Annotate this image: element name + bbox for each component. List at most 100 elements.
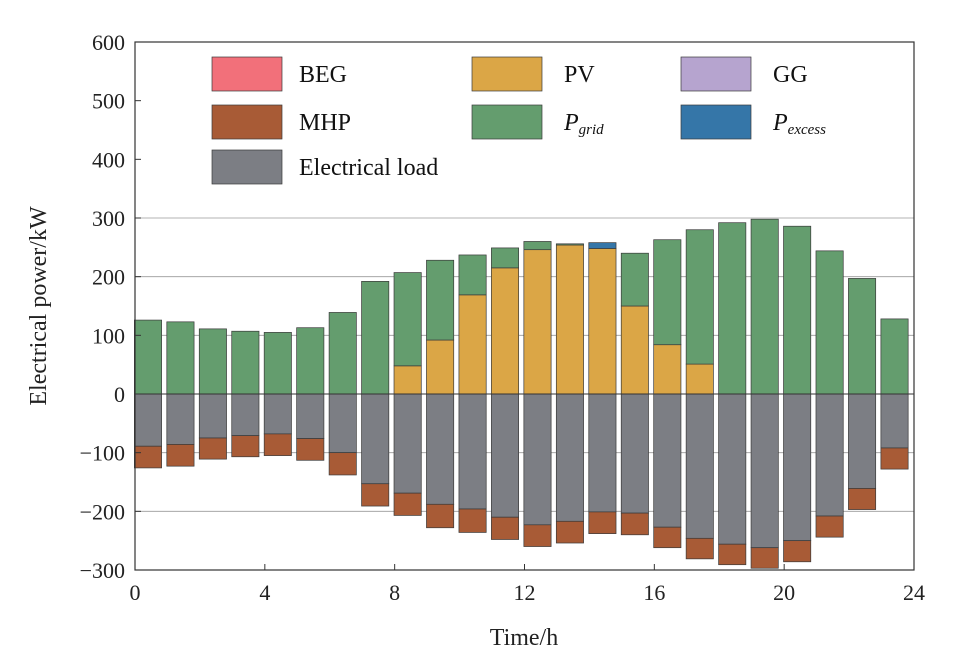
bar-pgrid [555,243,584,246]
bar-mhp [491,516,520,540]
bar-mhp [685,537,714,560]
x-tick-label: 20 [773,580,795,605]
bar-pv [426,339,455,395]
bar-electrical-load [296,393,325,439]
bar-mhp [620,512,649,536]
legend-swatch [211,149,283,185]
bar-pv [393,365,422,395]
x-axis: 0 4 8 12 16 20 24 [130,564,925,605]
x-tick-label: 4 [259,580,270,605]
bar-mhp [653,526,682,549]
bar-mhp [880,447,909,470]
legend-label: Electrical load [299,155,438,181]
x-tick-label: 8 [389,580,400,605]
bar-mhp [263,433,292,456]
legend-swatch [471,56,543,92]
bar-electrical-load [620,393,649,514]
y-tick-label: 300 [92,206,125,231]
bar-pgrid [296,327,325,395]
bar-pgrid [750,218,779,395]
bar-pv [685,363,714,395]
bar-pgrid [361,281,390,395]
bar-electrical-load [263,393,292,435]
bar-pgrid [426,259,455,341]
bar-electrical-load [166,393,195,445]
bar-electrical-load [880,393,909,449]
bar-electrical-load [718,393,747,545]
legend-swatch [211,56,283,92]
bar-mhp [134,445,162,469]
y-tick-label: 100 [92,323,125,348]
bar-pgrid [328,312,357,395]
bar-pgrid [815,250,844,395]
bar-pgrid [134,319,162,395]
bar-mhp [783,540,812,563]
bar-pgrid [166,321,195,395]
bar-pgrid [685,229,714,365]
bar-electrical-load [231,393,260,437]
bar-pgrid [620,252,649,307]
bar-pgrid [393,272,422,367]
bar-electrical-load [328,393,357,454]
bar-pgrid [263,332,292,395]
bar-pv [555,244,584,395]
bar-pgrid [231,330,260,395]
bar-electrical-load [426,393,455,505]
bar-pv [458,294,487,395]
x-tick-label: 24 [903,580,925,605]
bar-mhp [718,543,747,566]
legend: BEG PV GG MHP Pgrid Pexcess Electrical load [211,56,826,185]
x-tick-label: 0 [130,580,141,605]
legend-label: BEG [299,62,347,88]
y-tick-label: −100 [80,441,125,466]
y-axis-title: Electrical power/kW [26,206,52,406]
y-tick-label: 400 [92,147,125,172]
bar-electrical-load [555,393,584,522]
bar-pexcess [588,242,617,249]
y-tick-label: −300 [80,558,125,583]
x-axis-title: Time/h [490,625,558,651]
bar-mhp [750,547,779,569]
bar-electrical-load [523,393,552,526]
bar-electrical-load [653,393,682,528]
bar-electrical-load [588,393,617,513]
bar-mhp [815,515,844,538]
y-tick-label: 500 [92,89,125,114]
bar-pgrid [880,318,909,395]
bar-mhp [848,488,877,510]
bar-electrical-load [458,393,487,510]
y-tick-label: 600 [92,30,125,55]
y-tick-label: 200 [92,265,125,290]
bar-electrical-load [198,393,227,439]
y-axis: 600 500 400 300 200 100 0 −100 −200 −300 [80,30,141,583]
bar-electrical-load [783,393,812,542]
bar-pv [620,305,649,395]
bar-electrical-load [491,393,520,518]
bar-electrical-load [848,393,877,489]
legend-label: PV [564,62,595,88]
legend-label: GG [773,62,808,88]
bar-pgrid [523,241,552,251]
bar-pgrid [848,278,877,395]
legend-label: Pgrid [563,110,604,138]
legend-swatch [471,104,543,140]
bar-pgrid [653,239,682,346]
bar-electrical-load [750,393,779,549]
legend-label: Pexcess [772,110,826,138]
bar-pv [588,248,617,395]
bar-electrical-load [134,393,162,447]
bar-mhp [458,508,487,533]
x-tick-label: 16 [643,580,665,605]
y-tick-label: 0 [114,382,125,407]
bar-mhp [231,435,260,458]
legend-swatch [211,104,283,140]
bar-pv [491,267,520,395]
bar-mhp [523,524,552,547]
bar-electrical-load [685,393,714,539]
x-tick-label: 12 [514,580,536,605]
legend-swatch [680,56,752,92]
bar-pgrid [458,254,487,296]
bar-mhp [588,511,617,534]
y-tick-label: −200 [80,499,125,524]
bar-mhp [296,438,325,461]
